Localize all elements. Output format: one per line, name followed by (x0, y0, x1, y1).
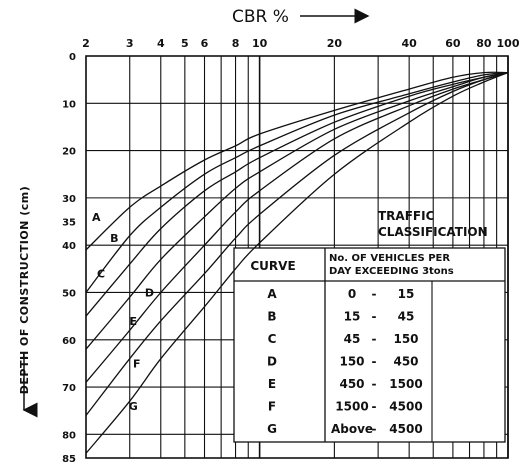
curve-label-d: D (145, 286, 154, 299)
y-tick-label: 20 (62, 147, 76, 158)
x-tick-label: 10 (252, 37, 268, 50)
chart-title: CBR % (232, 7, 289, 27)
table-header-curve: CURVE (250, 259, 295, 273)
table-cell-from: 450 (339, 377, 364, 391)
y-tick-label: 40 (62, 241, 76, 252)
table-cell-to: 150 (393, 332, 418, 346)
x-tick-label: 3 (126, 37, 134, 50)
y-tick-label: 30 (62, 194, 76, 205)
curve-label-e: E (130, 315, 138, 328)
table-cell-dash: - (372, 287, 377, 301)
table-cell-to: 1500 (389, 377, 422, 391)
curve-labels: AB C D E F G (92, 211, 154, 413)
table-title-line2: CLASSIFICATION (378, 225, 488, 239)
y-tick-label: 70 (62, 383, 76, 394)
curve-c (85, 71, 509, 317)
table-cell-curve: A (267, 287, 277, 301)
x-tick-label: 40 (402, 37, 418, 50)
y-tick-label: 80 (62, 430, 76, 441)
curve-d (85, 71, 509, 350)
x-tick-label: 4 (157, 37, 165, 50)
table-cell-curve: D (267, 355, 277, 369)
curve-label-g: G (129, 400, 138, 413)
x-tick-label: 80 (476, 37, 492, 50)
table-frame (233, 247, 506, 443)
traffic-classification-table: TRAFFIC CLASSIFICATION CURVE No. OF VEHICLE… (233, 209, 506, 443)
table-cell-from: 1500 (335, 400, 368, 414)
x-tick-label: 60 (445, 37, 461, 50)
curve-label-c: C (97, 268, 105, 281)
x-tick-label: 8 (232, 37, 240, 50)
design-curves (85, 71, 509, 454)
x-tick-label: 100 (497, 37, 520, 50)
table-cell-from: 0 (348, 287, 356, 301)
table-header-vehicles-line1: No. OF VEHICLES PER (329, 253, 450, 264)
table-cell-dash: - (372, 310, 377, 324)
y-tick-label: 10 (62, 99, 76, 110)
x-tick-label: 6 (201, 37, 209, 50)
table-cell-dash: - (372, 377, 377, 391)
table-cell-dash: - (372, 400, 377, 414)
curve-label-a: A (92, 211, 101, 224)
table-cell-to: 4500 (389, 400, 422, 414)
table-cell-to: 450 (393, 355, 418, 369)
y-tick-label: 50 (62, 288, 76, 299)
table-cell-to: 4500 (389, 422, 422, 436)
table-cell-from: 150 (339, 355, 364, 369)
x-tick-label: 20 (327, 37, 343, 50)
table-cell-curve: C (268, 332, 277, 346)
table-header-vehicles-line2: DAY EXCEEDING 3tons (329, 266, 454, 277)
table-cell-to: 15 (398, 287, 415, 301)
x-tick-labels: 2 3 4 5 6 8 10 20 40 60 80 100 (82, 37, 520, 50)
y-tick-label: 0 (69, 52, 76, 63)
curve-label-f: F (133, 357, 141, 370)
curve-f (85, 71, 509, 416)
y-tick-label: 35 (62, 218, 76, 229)
table-cell-from: 45 (344, 332, 361, 346)
y-axis-title-group: DEPTH OF CONSTRUCTION (cm) (18, 186, 31, 395)
table-cell-curve: G (267, 422, 277, 436)
table-cell-curve: B (267, 310, 276, 324)
table-cell-from: Above (331, 422, 373, 436)
x-tick-label: 5 (181, 37, 189, 50)
table-cell-dash: - (372, 422, 377, 436)
table-title-line1: TRAFFIC (378, 209, 435, 223)
table-cell-curve: E (268, 377, 276, 391)
y-axis-title: DEPTH OF CONSTRUCTION (cm) (18, 186, 31, 395)
y-tick-label: 85 (62, 454, 76, 465)
curve-label-b: B (110, 232, 118, 245)
x-tick-label: 2 (82, 37, 90, 50)
table-cell-curve: F (268, 400, 276, 414)
curve-g (85, 71, 509, 454)
y-tick-label: 60 (62, 336, 76, 347)
table-cell-to: 45 (398, 310, 415, 324)
y-tick-labels: 0 10 20 30 35 40 50 60 70 80 85 (62, 52, 76, 465)
table-cell-dash: - (372, 355, 377, 369)
curve-a (85, 71, 509, 251)
table-cell-from: 15 (344, 310, 361, 324)
table-cell-dash: - (372, 332, 377, 346)
curve-e (85, 71, 509, 383)
curve-b (85, 71, 509, 293)
